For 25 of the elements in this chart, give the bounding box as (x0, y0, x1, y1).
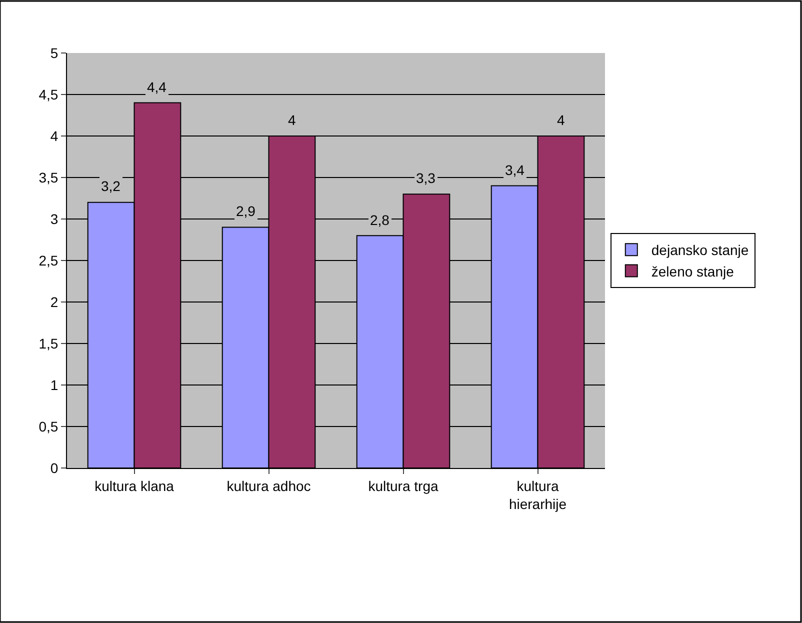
data-label: 4 (288, 112, 296, 128)
y-tick-label: 0 (50, 460, 58, 476)
y-tick-label: 2,5 (38, 252, 58, 268)
y-tick-label: 1,5 (38, 335, 58, 352)
y-tick-label: 4,5 (38, 86, 58, 102)
data-label: 3,3 (416, 170, 436, 186)
y-tick-label: 0,5 (38, 418, 58, 434)
data-label: 3,2 (101, 178, 121, 194)
y-tick-label: 5 (50, 44, 58, 61)
x-tick-label: kultura klana (94, 478, 174, 494)
x-tick-label: kultura trga (368, 478, 438, 494)
y-tick-label: 4 (50, 128, 58, 144)
x-tick-label: kultura adhoc (226, 478, 311, 494)
y-tick-label: 3 (50, 210, 58, 227)
data-label: 2,8 (370, 212, 390, 228)
data-label: 4,4 (147, 79, 167, 95)
data-label: 3,4 (505, 162, 525, 178)
y-tick-label: 2 (50, 294, 58, 310)
legend-label: dejansko stanje (651, 242, 749, 258)
x-tick-label: kultura hierarhije (508, 478, 567, 512)
legend-label: želeno stanje (651, 263, 734, 280)
data-label: 2,9 (236, 203, 256, 219)
y-tick-label: 3,5 (38, 169, 58, 186)
y-tick-label: 1 (50, 376, 58, 393)
data-label: 4 (557, 112, 565, 128)
